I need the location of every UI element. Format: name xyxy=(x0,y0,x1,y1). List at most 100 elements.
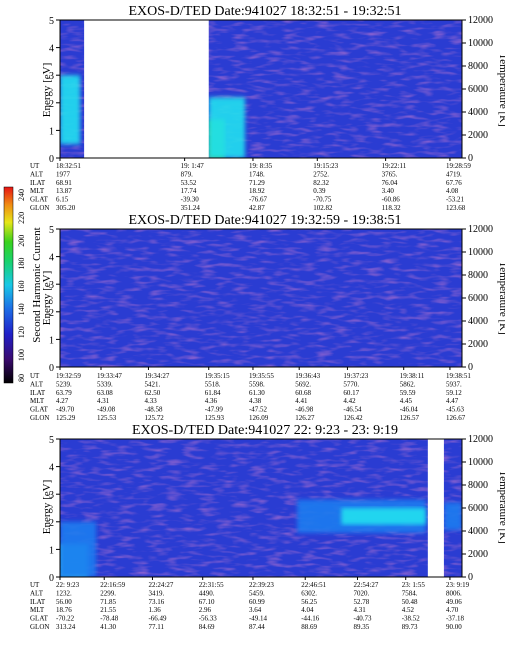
y-tick-label: 2 xyxy=(49,518,54,529)
orbit-value: 19:35:55 xyxy=(249,372,274,380)
orbit-value: 6302. xyxy=(301,589,317,597)
orbit-value: 18:32:51 xyxy=(56,162,81,170)
orbit-value: -46.54 xyxy=(343,406,362,414)
orbit-value: 88.69 xyxy=(301,623,317,631)
orbit-value: 2299. xyxy=(100,589,116,597)
orbit-row-label: ILAT xyxy=(30,179,46,187)
orbit-value: 4.38 xyxy=(249,397,262,405)
orbit-value: 60.17 xyxy=(343,389,359,397)
orbit-value: 21.55 xyxy=(100,606,116,614)
orbit-row-label: MLT xyxy=(30,187,45,195)
orbit-value: 5239. xyxy=(56,380,72,388)
orbit-value: 71.29 xyxy=(249,179,265,187)
orbit-value: -47.52 xyxy=(249,406,268,414)
y-tick-label: 4 xyxy=(49,253,54,264)
orbit-value: 3.64 xyxy=(249,606,262,614)
colorbar-tick-label: 140 xyxy=(17,303,26,315)
orbit-value: 17.74 xyxy=(181,187,197,195)
spectrogram: 0 1 2 3 4 5 0 2000 4000 6000 8000 10000 12000 xyxy=(49,224,493,374)
orbit-value: 123.68 xyxy=(446,204,466,212)
orbit-row-label: ALT xyxy=(30,380,44,388)
orbit-value: 125.93 xyxy=(205,414,225,422)
orbit-value: 125.72 xyxy=(144,414,164,422)
orbit-value: 60.99 xyxy=(249,598,265,606)
y2-tick-label: 8000 xyxy=(468,480,488,491)
y-axis-label: Energy [eV] xyxy=(41,63,53,117)
orbit-value: -39.30 xyxy=(181,196,200,204)
orbit-value: -46.04 xyxy=(400,406,419,414)
orbit-value: 52.78 xyxy=(353,598,369,606)
orbit-value: 50.48 xyxy=(402,598,418,606)
orbit-value: -60.86 xyxy=(382,196,401,204)
y2-tick-label: 2000 xyxy=(468,549,488,560)
orbit-value: 126.67 xyxy=(446,414,466,422)
orbit-row-label: UT xyxy=(30,372,40,380)
orbit-value: 82.32 xyxy=(313,179,329,187)
orbit-value: 22:39:23 xyxy=(249,581,274,589)
orbit-value: 7020. xyxy=(353,589,369,597)
orbit-value: 5862. xyxy=(400,380,416,388)
orbit-row-label: UT xyxy=(30,162,40,170)
orbit-value: 19:28:59 xyxy=(446,162,471,170)
orbit-value: 41.30 xyxy=(100,623,116,631)
orbit-value: 42.87 xyxy=(249,204,265,212)
orbit-value: 63.79 xyxy=(56,389,72,397)
orbit-value: 90.00 xyxy=(446,623,462,631)
orbit-value: -49.70 xyxy=(56,406,75,414)
orbit-value: 18.92 xyxy=(249,187,265,195)
panel-title: EXOS-D/TED Date:941027 18:32:51 - 19:32:… xyxy=(129,4,402,19)
data-gap xyxy=(427,439,444,577)
y2-tick-label: 0 xyxy=(468,153,473,164)
orbit-value: 3765. xyxy=(382,170,398,178)
y2-tick-label: 10000 xyxy=(468,38,493,49)
orbit-row-label: GLAT xyxy=(30,196,49,204)
orbit-value: 4.36 xyxy=(205,397,218,405)
orbit-value: 2752. xyxy=(313,170,329,178)
orbit-value: 4.04 xyxy=(301,606,314,614)
orbit-value: 1.36 xyxy=(148,606,161,614)
orbit-value: 0.39 xyxy=(313,187,326,195)
orbit-value: 19: 8:35 xyxy=(249,162,273,170)
orbit-value: 59.12 xyxy=(446,389,462,397)
plot-area xyxy=(60,229,462,367)
orbit-value: 22:31:55 xyxy=(199,581,224,589)
orbit-value: 19:38:51 xyxy=(446,372,471,380)
colorbar-tick-label: 200 xyxy=(17,235,26,247)
y-tick-label: 0 xyxy=(49,154,54,165)
y2-tick-label: 8000 xyxy=(468,61,488,72)
orbit-table: UTALTILATMLTGLATGLON19:32:595239.63.794.… xyxy=(30,372,471,422)
orbit-value: 67.76 xyxy=(446,179,462,187)
orbit-value: 1977 xyxy=(56,170,71,178)
orbit-value: 4.31 xyxy=(353,606,366,614)
spectrogram: 0 1 2 3 4 5 0 2000 4000 6000 8000 10000 12000 xyxy=(49,434,493,584)
orbit-value: -48.58 xyxy=(144,406,163,414)
orbit-value: 351.24 xyxy=(181,204,201,212)
y-tick-label: 4 xyxy=(49,44,54,55)
orbit-row-label: GLON xyxy=(30,204,49,212)
y2-tick-label: 8000 xyxy=(468,270,488,281)
orbit-value: -76.67 xyxy=(249,196,268,204)
orbit-value: 56.00 xyxy=(56,598,72,606)
y2-axis-label: Temperature [K] xyxy=(497,261,505,334)
orbit-value: 126.42 xyxy=(343,414,363,422)
orbit-value: 4.45 xyxy=(400,397,413,405)
orbit-value: 19:36:43 xyxy=(295,372,320,380)
orbit-value: 68.91 xyxy=(56,179,72,187)
orbit-value: 5692. xyxy=(295,380,311,388)
orbit-value: 84.69 xyxy=(199,623,215,631)
panel-2: EXOS-D/TED Date:941027 19:32:59 - 19:38:… xyxy=(30,213,505,422)
orbit-row-label: ALT xyxy=(30,170,44,178)
orbit-value: 4.33 xyxy=(144,397,157,405)
y-tick-label: 1 xyxy=(49,545,54,556)
orbit-row-label: MLT xyxy=(30,606,45,614)
orbit-value: 6.15 xyxy=(56,196,69,204)
orbit-value: 22:46:51 xyxy=(301,581,326,589)
orbit-value: 1232. xyxy=(56,589,72,597)
y-axis-label: Energy [eV] xyxy=(41,271,53,325)
orbit-value: 53.52 xyxy=(181,179,197,187)
orbit-value: 89.35 xyxy=(353,623,369,631)
orbit-value: 5770. xyxy=(343,380,359,388)
orbit-value: 4.42 xyxy=(343,397,356,405)
